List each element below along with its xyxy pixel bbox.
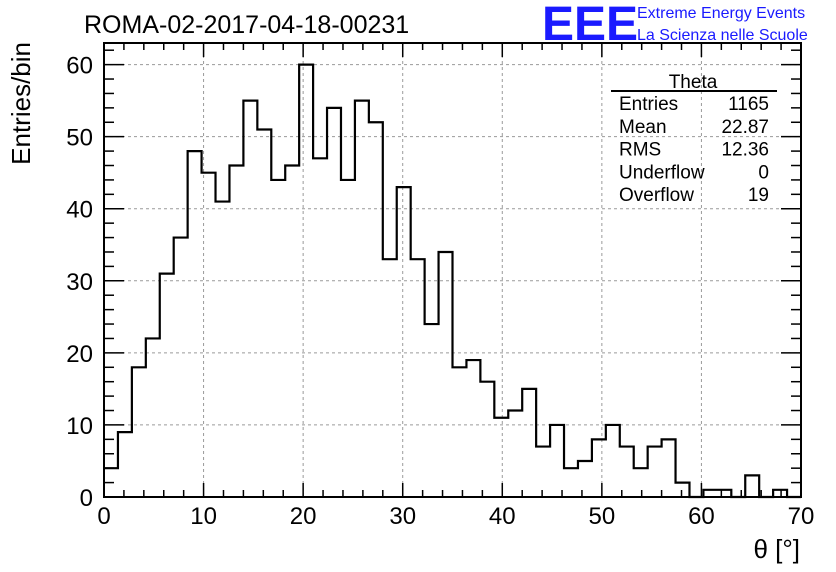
histogram-bin — [648, 447, 662, 497]
histogram-bin — [634, 468, 648, 497]
x-tick-labels: 0 10 20 30 40 50 60 70 — [97, 503, 814, 530]
histogram-bin — [522, 389, 536, 497]
histogram-bin — [425, 324, 439, 497]
histogram-bin — [271, 180, 285, 497]
x-tick-label: 50 — [589, 503, 616, 530]
logo-line2: La Scienza nelle Scuole — [637, 27, 808, 44]
stats-row-label: Underflow — [619, 162, 705, 183]
stats-rows: Entries 1165 Mean 22.87 RMS 12.36 Underflow 0 Ov… — [619, 94, 769, 206]
stats-row-value: 0 — [758, 162, 769, 183]
stats-row-label: Overflow — [619, 185, 694, 206]
histogram-bin — [439, 252, 453, 497]
histogram-bin — [466, 360, 480, 497]
stats-title: Theta — [669, 72, 718, 93]
histogram-bin — [132, 367, 146, 497]
chart-title: ROMA-02-2017-04-18-00231 — [84, 11, 409, 39]
stats-row-value: 12.36 — [721, 140, 769, 161]
x-tick-label: 70 — [788, 503, 815, 530]
y-tick-label: 0 — [80, 485, 93, 512]
histogram-bin — [397, 187, 411, 497]
stats-box: Theta Entries 1165 Mean 22.87 RMS 12.36 Underf… — [611, 72, 777, 206]
histogram-bin — [313, 158, 327, 497]
stats-row-label: Mean — [619, 117, 667, 138]
stats-row-value: 22.87 — [721, 117, 769, 138]
histogram-bin — [327, 108, 341, 497]
histogram-bin — [174, 238, 188, 497]
y-tick-label: 30 — [66, 269, 93, 296]
y-axis-label: Entries/bin — [6, 42, 36, 165]
histogram-bin — [717, 490, 731, 497]
histogram-bin — [411, 259, 425, 497]
y-tick-label: 60 — [66, 53, 93, 80]
histogram-bin — [383, 259, 397, 497]
histogram-bin — [536, 447, 550, 497]
logo-line1: Extreme Energy Events — [637, 5, 805, 22]
histogram-bin — [243, 101, 257, 497]
y-tick-label: 20 — [66, 341, 93, 368]
histogram-bin — [146, 338, 160, 497]
histogram-bin — [355, 101, 369, 497]
histogram-bin — [160, 274, 174, 497]
stats-row-value: 1165 — [728, 94, 769, 115]
histogram-bin — [118, 432, 132, 497]
histogram-bin — [578, 461, 592, 497]
stats-row-label: Entries — [619, 94, 678, 115]
x-axis-label: θ [°] — [753, 534, 800, 564]
histogram-bin — [188, 151, 202, 497]
x-tick-label: 40 — [489, 503, 516, 530]
y-tick-label: 10 — [66, 413, 93, 440]
y-tick-label: 40 — [66, 197, 93, 224]
histogram-bin — [480, 382, 494, 497]
y-tick-label: 50 — [66, 125, 93, 152]
histogram-bin — [703, 490, 717, 497]
histogram-bin — [620, 447, 634, 497]
histogram-bin — [229, 166, 243, 497]
histogram-bin — [564, 468, 578, 497]
stats-row-label: RMS — [619, 140, 661, 161]
histogram-bin — [662, 439, 676, 497]
x-tick-label: 20 — [290, 503, 317, 530]
histogram-bin — [369, 122, 383, 497]
histogram-bin — [257, 129, 271, 497]
stats-row-value: 19 — [748, 185, 769, 206]
histogram-bin — [745, 475, 759, 497]
histogram-bin — [606, 425, 620, 497]
eee-logo: EEE Extreme Energy Events La Scienza nel… — [542, 0, 808, 51]
x-tick-label: 30 — [389, 503, 416, 530]
axis-ticks — [103, 43, 802, 498]
histogram-bin — [453, 367, 467, 497]
histogram-bin — [341, 180, 355, 497]
x-tick-label: 0 — [97, 503, 110, 530]
x-tick-label: 60 — [688, 503, 715, 530]
histogram-bin — [299, 65, 313, 497]
y-tick-labels: 0 10 20 30 40 50 60 — [66, 53, 93, 512]
histogram-bin — [216, 202, 230, 497]
plot-frame — [103, 42, 802, 498]
histogram-bin — [592, 439, 606, 497]
histogram-bin — [676, 483, 690, 497]
x-tick-label: 10 — [190, 503, 217, 530]
histogram-bin — [202, 173, 216, 497]
histogram-bin — [550, 425, 564, 497]
histogram-bin — [773, 490, 787, 497]
histogram-bin — [285, 166, 299, 497]
histogram-outline — [104, 63, 801, 499]
histogram-bin — [494, 418, 508, 497]
histogram-bin — [508, 411, 522, 497]
histogram-bars — [104, 63, 801, 499]
